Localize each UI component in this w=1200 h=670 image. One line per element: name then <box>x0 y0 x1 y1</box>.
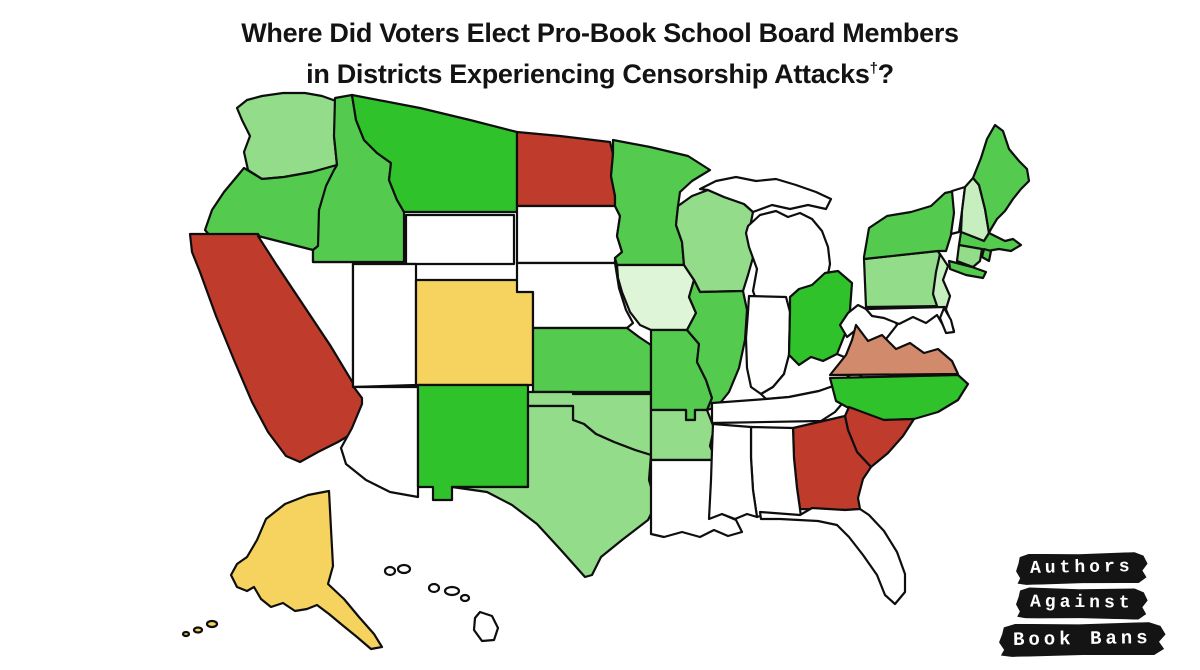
state-north-dakota <box>515 130 617 208</box>
map-title-line2: in Districts Experiencing Censorship Att… <box>306 59 894 89</box>
state-kansas <box>531 326 653 394</box>
hawaii-island <box>459 593 471 603</box>
alaska-aleutian-island <box>205 619 219 629</box>
state-new-mexico <box>416 383 530 502</box>
state-colorado <box>414 278 535 387</box>
state-texas <box>450 404 658 579</box>
state-south-dakota <box>515 204 624 265</box>
map-title-line1: Where Did Voters Elect Pro-Book School B… <box>241 18 959 48</box>
logo-bar-book-bans: Book Bans <box>998 622 1165 657</box>
logo-bar-authors: Authors <box>1016 552 1148 585</box>
state-michigan-upper-peninsula <box>698 175 833 214</box>
hawaii-island <box>427 582 441 594</box>
hawaii-big-island <box>472 610 500 643</box>
state-arkansas <box>649 408 718 462</box>
hawaii-island <box>443 585 461 597</box>
state-wyoming <box>404 213 516 266</box>
state-montana <box>350 93 519 214</box>
logo-bar-against: Against <box>1016 587 1148 619</box>
state-new-york <box>862 188 961 261</box>
state-utah <box>351 262 418 389</box>
alaska-aleutian-island <box>192 626 204 634</box>
state-washington <box>235 91 339 181</box>
hawaii-island <box>383 565 397 577</box>
hawaii-island <box>396 563 412 575</box>
map-title: Where Did Voters Elect Pro-Book School B… <box>0 16 1200 92</box>
state-virginia <box>828 323 960 377</box>
state-alabama <box>749 425 803 521</box>
state-maine <box>971 123 1031 235</box>
alaska-aleutian-island <box>181 630 191 638</box>
dagger-footnote-mark: † <box>869 60 878 77</box>
state-rhode-island <box>980 247 993 263</box>
states-layer <box>181 91 1031 651</box>
state-alaska <box>229 489 384 651</box>
state-delaware <box>938 306 956 335</box>
state-mississippi <box>707 422 759 521</box>
authors-against-book-bans-logo: Authors Against Book Bans <box>992 553 1172 656</box>
state-north-carolina <box>828 373 970 422</box>
state-florida <box>758 506 907 606</box>
state-connecticut <box>955 243 984 269</box>
state-nebraska <box>515 261 635 330</box>
